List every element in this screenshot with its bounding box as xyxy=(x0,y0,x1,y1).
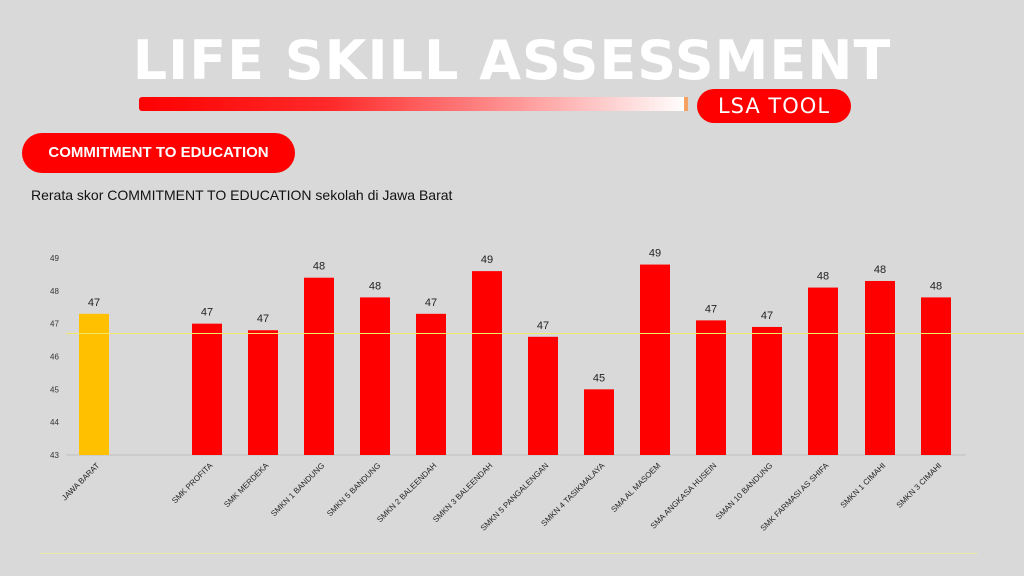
x-tick-label: SMK PROFITA xyxy=(170,461,215,506)
bar-data-label: 48 xyxy=(817,271,829,283)
x-tick-label: SMA AL MASOEM xyxy=(609,461,662,514)
bar-data-label: 48 xyxy=(874,264,886,276)
bar-data-label: 47 xyxy=(88,297,100,309)
bar-data-label: 47 xyxy=(257,313,269,325)
x-tick-label: SMKN 2 BALEENDAH xyxy=(375,461,438,524)
footer-divider xyxy=(40,553,978,554)
x-tick-label: SMKN 1 BANDUNG xyxy=(269,461,326,518)
chart-subtitle: Rerata skor COMMITMENT TO EDUCATION seko… xyxy=(31,187,453,203)
bar xyxy=(360,297,390,455)
x-tick-label: SMK MERDEKA xyxy=(222,461,271,510)
bar xyxy=(248,330,278,455)
bar-data-label: 47 xyxy=(425,297,437,309)
bar xyxy=(640,264,670,455)
x-tick-label: SMKN 1 CIMAHI xyxy=(839,461,888,510)
bar xyxy=(584,389,614,455)
bar-data-label: 49 xyxy=(649,248,661,260)
bar-data-label: 47 xyxy=(705,303,717,315)
x-tick-label: SMKN 5 BANDUNG xyxy=(325,461,382,518)
bar xyxy=(696,320,726,455)
x-tick-label: SMKN 3 CIMAHI xyxy=(895,461,944,510)
x-tick-label: SMKN 4 TASIKMALAYA xyxy=(539,461,606,528)
bar xyxy=(192,323,222,455)
bar-data-label: 48 xyxy=(930,280,942,292)
bar xyxy=(79,313,109,455)
title-underline-bar xyxy=(139,97,687,111)
bar-data-label: 47 xyxy=(761,310,773,322)
section-label-pill: COMMITMENT TO EDUCATION xyxy=(22,133,295,173)
bar-data-label: 49 xyxy=(481,254,493,266)
page-title: LIFE SKILL ASSESSMENT xyxy=(132,29,892,92)
y-tick-label: 44 xyxy=(50,418,59,427)
bar xyxy=(865,280,895,455)
x-tick-label: SMKN 3 BALEENDAH xyxy=(431,461,494,524)
bar-data-label: 48 xyxy=(313,261,325,273)
bar xyxy=(528,336,558,455)
title-underline-end xyxy=(684,97,688,111)
y-tick-label: 46 xyxy=(50,353,59,362)
y-tick-label: 43 xyxy=(50,451,59,460)
x-tick-label: SMAN 10 BANDUNG xyxy=(714,461,774,521)
bar xyxy=(416,313,446,455)
y-tick-label: 48 xyxy=(50,287,59,296)
bar xyxy=(752,326,782,455)
bar-data-label: 47 xyxy=(201,307,213,319)
bar xyxy=(921,297,951,455)
bar-data-label: 45 xyxy=(593,372,605,384)
bar xyxy=(304,277,334,455)
lsa-tool-badge: LSA TOOL xyxy=(697,89,851,123)
bar xyxy=(472,271,502,455)
y-tick-label: 45 xyxy=(50,385,59,394)
y-tick-label: 47 xyxy=(50,320,59,329)
bar-data-label: 48 xyxy=(369,280,381,292)
y-tick-label: 49 xyxy=(50,254,59,263)
x-tick-label: SMA ANGKASA HUSEIN xyxy=(649,461,719,531)
x-tick-label: JAWA BARAT xyxy=(60,461,101,502)
bar-data-label: 47 xyxy=(537,320,549,332)
bar xyxy=(808,287,838,455)
